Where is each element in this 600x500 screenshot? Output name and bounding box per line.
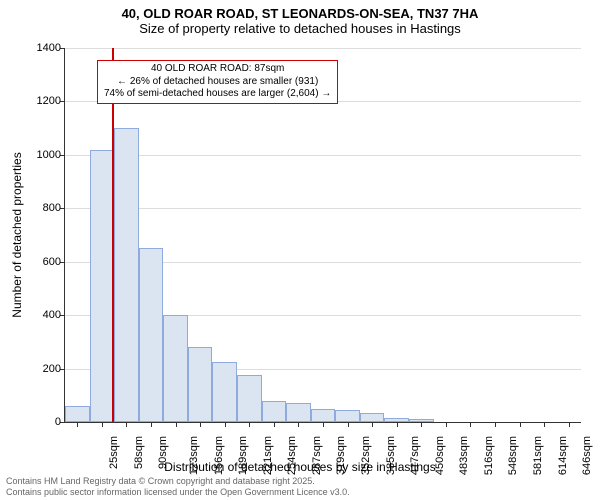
xtick-mark: [421, 422, 422, 427]
xtick-mark: [176, 422, 177, 427]
annotation-box: 40 OLD ROAR ROAD: 87sqm← 26% of detached…: [97, 60, 338, 104]
footer-line1: Contains HM Land Registry data © Crown c…: [6, 476, 350, 487]
annotation-line2: ← 26% of detached houses are smaller (93…: [104, 76, 331, 89]
ytick-label: 200: [21, 363, 61, 375]
xtick-mark: [274, 422, 275, 427]
bar: [237, 375, 262, 422]
xtick-mark: [569, 422, 570, 427]
bar: [188, 347, 213, 422]
bar: [90, 150, 115, 422]
xtick-mark: [249, 422, 250, 427]
xtick-mark: [544, 422, 545, 427]
xtick-mark: [323, 422, 324, 427]
ytick-label: 1200: [21, 95, 61, 107]
chart-title-line1: 40, OLD ROAR ROAD, ST LEONARDS-ON-SEA, T…: [0, 0, 600, 21]
ytick-label: 1400: [21, 42, 61, 54]
xtick-mark: [397, 422, 398, 427]
plot-area: 020040060080010001200140025sqm58sqm90sqm…: [64, 48, 581, 423]
ytick-label: 1000: [21, 149, 61, 161]
xtick-mark: [151, 422, 152, 427]
marker-line: [112, 48, 114, 422]
footer-line2: Contains public sector information licen…: [6, 487, 350, 498]
bar: [114, 128, 139, 422]
xtick-mark: [77, 422, 78, 427]
xtick-mark: [470, 422, 471, 427]
ytick-label: 400: [21, 309, 61, 321]
bar: [163, 315, 188, 422]
bar: [311, 409, 336, 422]
xtick-mark: [446, 422, 447, 427]
ytick-label: 800: [21, 202, 61, 214]
bar: [212, 362, 237, 422]
x-axis-label: Distribution of detached houses by size …: [0, 460, 600, 474]
xtick-mark: [372, 422, 373, 427]
annotation-line3: 74% of semi-detached houses are larger (…: [104, 88, 331, 101]
y-axis-label: Number of detached properties: [10, 152, 24, 317]
chart-title-line2: Size of property relative to detached ho…: [0, 21, 600, 40]
bar: [262, 401, 287, 422]
bar: [139, 248, 164, 422]
bar: [360, 413, 385, 422]
bar: [286, 403, 311, 422]
chart-container: 40, OLD ROAR ROAD, ST LEONARDS-ON-SEA, T…: [0, 0, 600, 500]
annotation-line1: 40 OLD ROAR ROAD: 87sqm: [104, 63, 331, 76]
xtick-mark: [225, 422, 226, 427]
gridline: [65, 208, 581, 209]
ytick-label: 600: [21, 256, 61, 268]
footer-credits: Contains HM Land Registry data © Crown c…: [6, 476, 350, 498]
xtick-mark: [520, 422, 521, 427]
bar: [335, 410, 360, 422]
xtick-mark: [126, 422, 127, 427]
xtick-mark: [495, 422, 496, 427]
gridline: [65, 48, 581, 49]
xtick-mark: [298, 422, 299, 427]
bar: [65, 406, 90, 422]
xtick-mark: [200, 422, 201, 427]
xtick-mark: [102, 422, 103, 427]
xtick-mark: [348, 422, 349, 427]
ytick-label: 0: [21, 416, 61, 428]
gridline: [65, 155, 581, 156]
